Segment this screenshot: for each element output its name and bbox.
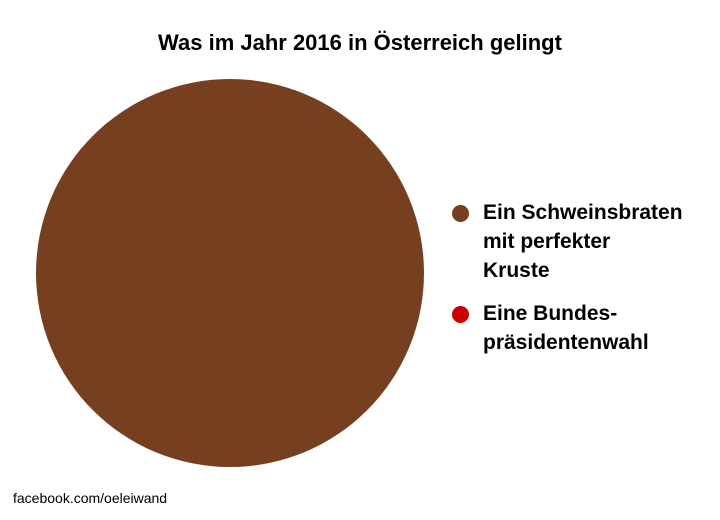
legend-item-bundespraesidentenwahl: Eine Bundes- präsidentenwahl — [452, 299, 702, 357]
pie-slices — [36, 79, 424, 467]
legend-swatch-bundespraesidentenwahl — [452, 306, 469, 323]
pie-slice-schweinsbraten — [36, 79, 424, 467]
source-credit: facebook.com/oeleiwand — [13, 490, 168, 506]
chart-title: Was im Jahr 2016 in Österreich gelingt — [158, 30, 562, 55]
legend-label-bundespraesidentenwahl: Eine Bundes- präsidentenwahl — [483, 302, 649, 354]
legend-label-schweinsbraten: Ein Schweinsbraten mit perfekter Kruste — [483, 201, 683, 282]
legend-swatch-schweinsbraten — [452, 205, 469, 222]
legend: Ein Schweinsbraten mit perfekter Kruste … — [452, 198, 702, 371]
legend-item-schweinsbraten: Ein Schweinsbraten mit perfekter Kruste — [452, 198, 702, 285]
